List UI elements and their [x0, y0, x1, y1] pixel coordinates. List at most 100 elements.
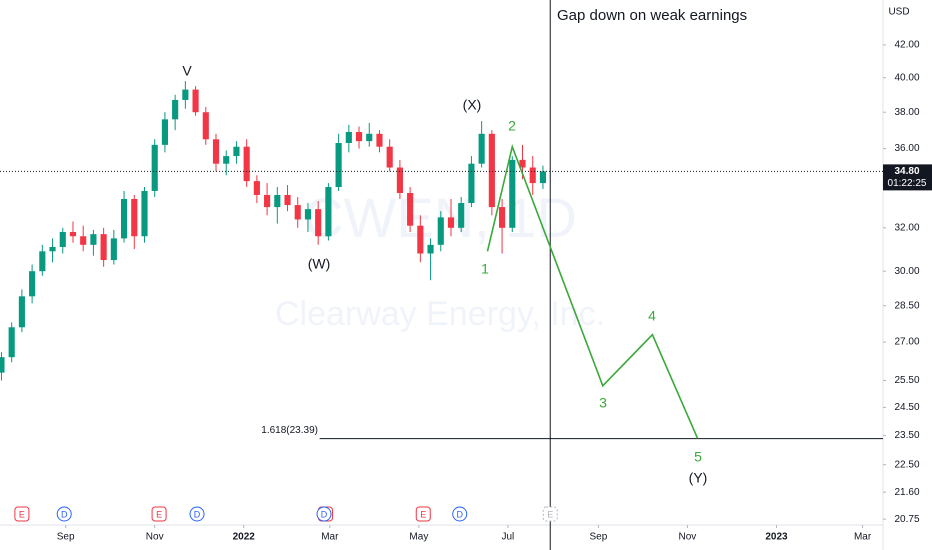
x-tick-label: Sep — [589, 532, 607, 543]
candle-body — [120, 198, 128, 239]
event-label: E — [420, 509, 426, 519]
candle-body — [274, 194, 281, 208]
y-tick-label: 30.00 — [894, 266, 919, 277]
candle-body — [499, 207, 506, 228]
candle-body — [141, 190, 148, 237]
wave-label: 1 — [481, 261, 489, 277]
candle-body — [0, 357, 5, 373]
currency: USD — [888, 7, 909, 18]
candle-body — [376, 133, 383, 147]
candle-body — [59, 232, 66, 247]
annotation: Gap down on weak earnings — [557, 7, 747, 24]
candle-body — [437, 217, 444, 245]
x-tick-label: Mar — [321, 532, 339, 543]
y-tick-label: 38.00 — [894, 107, 919, 118]
wave-label: 4 — [648, 308, 656, 324]
candle-body — [8, 327, 15, 358]
candle-body — [447, 217, 455, 228]
event-label: D — [194, 509, 201, 519]
y-tick-label: 28.50 — [894, 300, 919, 311]
candle-body — [192, 89, 199, 113]
candle-body — [335, 142, 342, 188]
event-label: E — [19, 509, 25, 519]
wave-label: V — [182, 63, 192, 79]
candle-body — [69, 232, 77, 237]
candle-body — [172, 99, 179, 120]
x-tick-label: Mar — [854, 532, 872, 543]
event-icon — [316, 506, 332, 522]
event-label: E — [547, 509, 553, 519]
x-tick-label: Sep — [57, 532, 75, 543]
candle-body — [264, 194, 271, 208]
x-tick-label: Nov — [146, 532, 164, 543]
fib-label: 1.618(23.39) — [261, 425, 318, 436]
event-label: D — [456, 509, 463, 519]
candle-body — [355, 131, 363, 142]
candle-body — [284, 194, 291, 206]
candle-body — [294, 205, 301, 220]
wave-label: 2 — [508, 118, 516, 134]
wave-label: (X) — [463, 97, 482, 113]
y-tick-label: 21.60 — [894, 487, 919, 498]
y-tick-label: 32.00 — [894, 222, 919, 233]
wave-line — [486, 143, 699, 439]
y-tick-label: 24.50 — [894, 402, 919, 413]
candle-body — [488, 133, 495, 208]
candle-body — [304, 209, 312, 220]
x-tick-label: Jul — [502, 532, 515, 543]
candle-body — [427, 244, 434, 254]
candle-body — [212, 139, 220, 164]
wave-label: 3 — [599, 395, 607, 411]
x-tick-label: Nov — [679, 532, 697, 543]
candle-body — [18, 296, 25, 328]
candle-body — [253, 181, 260, 195]
y-tick-label: 40.00 — [894, 72, 919, 83]
event-icon — [56, 506, 72, 522]
candle-body — [529, 167, 536, 184]
candle-body — [90, 234, 97, 245]
x-tick-label: 2023 — [765, 532, 788, 543]
candle-body — [223, 156, 230, 164]
x-tick-label: 2022 — [233, 532, 256, 543]
candle-body — [243, 146, 250, 182]
candle-body — [182, 89, 189, 100]
candle-body — [468, 163, 475, 204]
event-icon — [151, 506, 167, 522]
candle-body — [509, 159, 516, 228]
x-tick-label: May — [409, 532, 428, 543]
wave-label: 5 — [694, 449, 702, 465]
candle-body — [110, 238, 117, 261]
event-label: E — [156, 509, 162, 519]
candle-body — [417, 225, 424, 254]
candle-body — [131, 198, 138, 237]
candle-body — [366, 133, 373, 142]
candle-body — [386, 146, 393, 168]
candle-body — [519, 159, 526, 168]
candle-body — [80, 236, 87, 245]
candle-body — [233, 146, 240, 157]
event-label: D — [321, 509, 328, 519]
candle-body — [161, 119, 168, 145]
candle-body — [478, 133, 485, 164]
candle-body — [202, 112, 209, 140]
wave-label: (Y) — [689, 470, 708, 486]
last-price-box — [883, 164, 932, 191]
event-icon — [189, 506, 205, 522]
last-price-label: 34.80 — [894, 166, 919, 177]
candle-body — [539, 171, 547, 184]
candle-body — [39, 251, 46, 272]
event-label: D — [61, 509, 68, 519]
y-tick-label: 27.00 — [894, 337, 919, 348]
countdown: 01:22:25 — [888, 178, 927, 189]
candle-body — [151, 144, 158, 191]
y-tick-label: 42.00 — [894, 40, 919, 51]
event-icon — [415, 506, 431, 522]
candle-body — [458, 203, 465, 228]
candle-body — [396, 167, 403, 193]
y-tick-label: 20.75 — [894, 514, 919, 525]
candle-body — [325, 187, 332, 237]
candle-body — [49, 246, 56, 252]
y-tick-label: 23.50 — [894, 430, 919, 441]
wave-label: (W) — [308, 256, 331, 272]
